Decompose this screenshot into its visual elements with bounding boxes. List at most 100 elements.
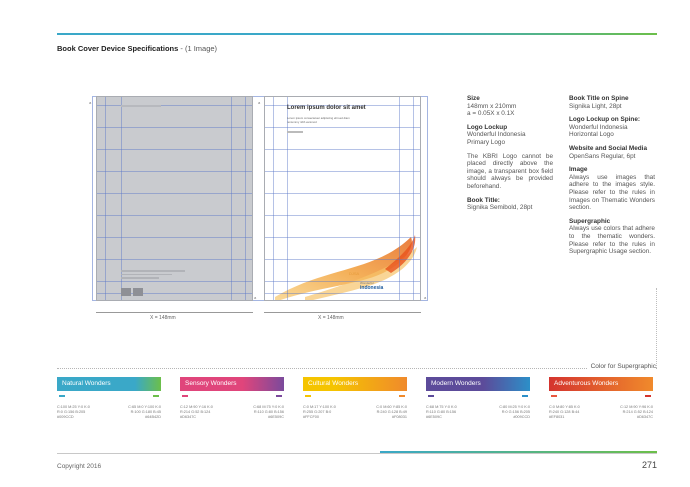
color-chip-pair [57, 395, 161, 398]
bottom-rule [57, 453, 657, 454]
color-code-left: C:100 M:25 Y:0 K:0 R:0 G:156 B:205 #009C… [57, 405, 90, 419]
swatch-label: Modern Wonders [431, 380, 481, 387]
back-cover-mockup [96, 96, 253, 301]
book-title-value: Signika Semibold, 28pt [467, 204, 533, 212]
color-code-right: C:68 M:75 Y:0 K:0 R:110 G:80 B:156 #6E50… [253, 405, 284, 419]
color-chip-pair [180, 395, 284, 398]
logo-main-text: indonesia [360, 285, 384, 291]
supergraphic-label: Color for Supergraphic [586, 363, 656, 370]
swatch-modern: Modern Wonders [426, 377, 530, 391]
lockup-line: Horizontal Logo [569, 131, 614, 139]
guide-line [265, 237, 420, 238]
guide-line [97, 281, 252, 282]
cover-bleed-frame [92, 96, 428, 301]
guide-line [231, 97, 232, 300]
book-title: Lorem ipsum dolor sit amet [287, 105, 366, 111]
color-code-right: C:0 M:60 Y:85 K:0 R:240 G:128 B:49 #F080… [376, 405, 407, 419]
supergraphic-heading: Supergraphic [569, 217, 611, 225]
logo-small-text: Wonderful [360, 281, 374, 285]
color-chip-pair [303, 395, 407, 398]
front-cover-mockup: Lorem ipsum dolor sit amet Lorem ipsum c… [264, 96, 421, 301]
back-body-text [121, 270, 185, 281]
swatch-label: Natural Wonders [62, 380, 111, 387]
guide-line [265, 105, 420, 106]
guide-line [245, 97, 246, 300]
back-badges [121, 283, 161, 296]
guide-line [97, 259, 252, 260]
lockup-line: Wonderful Indonesia [569, 123, 628, 131]
guide-line [265, 259, 420, 260]
page-title-sub: - (1 Image) [178, 44, 218, 53]
page-title: Book Cover Device Specifications - (1 Im… [57, 44, 217, 53]
color-code-right: C:80 M:25 Y:0 K:0 R:0 G:156 B:205 #009CC… [499, 405, 530, 419]
corner-mark: a [89, 100, 92, 105]
copyright: Copyright 2016 [57, 463, 102, 470]
guide-line [265, 281, 420, 282]
color-code-right: C:12 M:90 Y:96 K:0 R:214 G:52 B:124 #D63… [620, 405, 653, 419]
logo-line: Primary Logo [467, 138, 506, 146]
size-line: 148mm x 210mm [467, 102, 517, 110]
spine-heading: Book Title on Spine [569, 95, 629, 102]
swatch-label: Sensory Wonders [185, 380, 237, 387]
size-line: a = 0.05X x 0.1X [467, 110, 515, 118]
color-chip-pair [549, 395, 653, 398]
dotted-divider-vertical [656, 288, 657, 368]
guide-line [97, 127, 252, 128]
corner-mark: a [254, 295, 257, 300]
image-text: Always use images that adhere to the ima… [569, 173, 655, 212]
color-code-left: C:68 M:75 Y:0 K:0 R:110 G:80 B:156 #6E50… [426, 405, 457, 419]
logo-heading: Logo Lockup [467, 123, 508, 131]
guide-line [265, 127, 420, 128]
page-title-text: Book Cover Device Specifications [57, 44, 179, 53]
color-code-left: C:0 M:80 Y:85 K:0 R:240 G:128 B:44 #EF80… [549, 405, 580, 419]
swatch-natural: Natural Wonders [57, 377, 161, 391]
back-header-text [121, 105, 161, 107]
web-value: OpenSans Regular, 6pt [569, 152, 636, 160]
guide-line [265, 193, 420, 194]
color-code-right: C:65 M:0 Y:100 K:0 R:100 G:180 B:45 #64B… [128, 405, 161, 419]
book-subtitle: Lorem ipsum consectetuer adipiscing elit… [287, 116, 350, 124]
size-heading: Size [467, 95, 480, 102]
web-heading: Website and Social Media [569, 144, 648, 152]
dimension-line-right [264, 312, 421, 313]
kbri-logo: DJSA [349, 271, 360, 276]
guide-line [97, 237, 252, 238]
color-chip-pair [426, 395, 530, 398]
guide-line [97, 105, 252, 106]
guide-line [265, 149, 420, 150]
swatch-label: Adventurous Wonders [554, 380, 619, 387]
guide-line [273, 97, 274, 300]
guide-line [265, 215, 420, 216]
spec-column-right: Book Title on Spine Signika Light, 28pt … [569, 95, 655, 256]
kbri-text: The KBRI Logo cannot be placed directly … [467, 152, 553, 190]
swatch-sensory: Sensory Wonders [180, 377, 284, 391]
guide-line [97, 293, 252, 294]
color-code-left: C:0 M:17 Y:100 K:0 R:255 G:207 B:0 #FFCF… [303, 405, 336, 419]
guide-line [265, 293, 420, 294]
guide-line [97, 193, 252, 194]
guide-line [399, 97, 400, 300]
dimension-line-left [96, 312, 253, 313]
corner-mark: a [258, 100, 261, 105]
guide-line [97, 215, 252, 216]
dimension-label-right: X = 148mm [318, 315, 344, 321]
corner-mark: a [424, 295, 427, 300]
guide-line [287, 97, 288, 300]
cover-graphic [275, 235, 417, 300]
top-rule [57, 33, 657, 35]
spec-column-left: Size 148mm x 210mm a = 0.05X x 0.1X Logo… [467, 95, 553, 212]
image-heading: Image [569, 166, 588, 174]
swatch-adventurous: Adventurous Wonders [549, 377, 653, 391]
guide-line [105, 97, 106, 300]
book-title-heading: Book Title: [467, 196, 500, 204]
guide-line [121, 97, 122, 300]
wonderful-indonesia-logo: Wonderful indonesia [360, 281, 396, 291]
dimension-label-left: X = 148mm [150, 315, 176, 321]
bottom-accent [380, 451, 657, 453]
logo-line: Wonderful Indonesia [467, 131, 526, 139]
lockup-heading: Logo Lockup on Spine: [569, 116, 640, 124]
color-code-left: C:12 M:90 Y:16 K:0 R:214 G:52 B:124 #D63… [180, 405, 213, 419]
supergraphic-text: Always use colors that adhere to the the… [569, 225, 655, 256]
guide-line [97, 149, 252, 150]
swatch-cultural: Cultural Wonders [303, 377, 407, 391]
